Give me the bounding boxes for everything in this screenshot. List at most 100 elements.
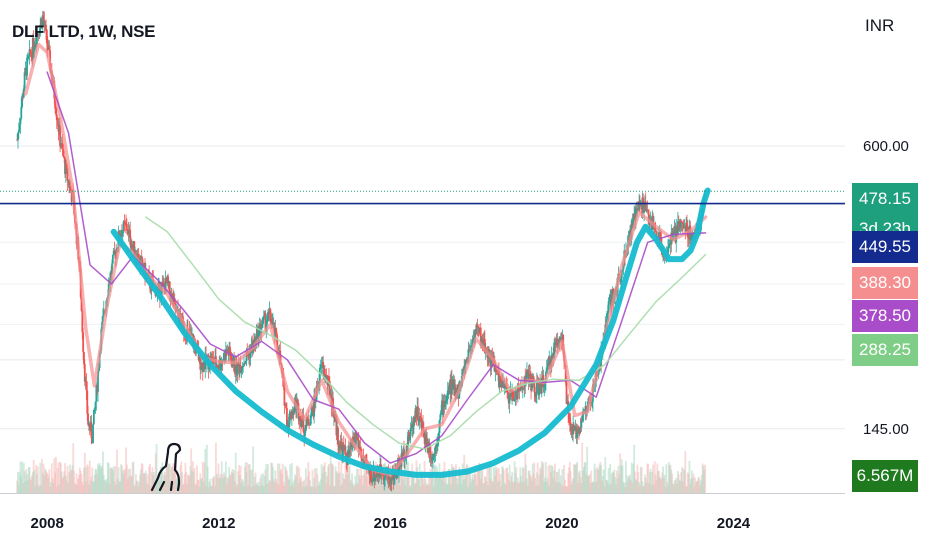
chart-title: DLF LTD, 1W, NSE [12, 22, 156, 41]
candle-body [245, 351, 248, 362]
candle-body [691, 234, 693, 239]
candle-body [291, 410, 294, 418]
candle-body [344, 446, 347, 455]
candle-body [417, 420, 420, 422]
candle-body [393, 477, 396, 481]
candle-body [548, 356, 551, 366]
volume-bar [55, 456, 57, 493]
candle-body [556, 338, 559, 348]
volume-bar [144, 470, 147, 493]
candle-body [111, 263, 113, 274]
candle-body [23, 72, 26, 89]
candle-body [526, 369, 529, 373]
candle-body [499, 376, 502, 381]
y-tick-label: 600.00 [863, 138, 909, 155]
volume-bar [449, 470, 452, 493]
volume-bar [316, 474, 319, 493]
volume-bar [213, 475, 216, 493]
volume-bar [479, 463, 481, 493]
candle-body [417, 406, 419, 421]
candle-body [636, 208, 639, 210]
candle-body [546, 363, 549, 368]
candle-body [512, 390, 514, 400]
candle-body [515, 391, 518, 399]
volume-bar [155, 443, 158, 493]
candle-body [467, 349, 470, 363]
candle-body [92, 409, 95, 425]
candle-body [652, 215, 655, 226]
candle-body [445, 400, 447, 403]
volume-bar [397, 468, 400, 493]
volume-bar [328, 464, 330, 493]
volume-bar [502, 469, 505, 493]
candle-body [442, 401, 445, 416]
candle-body [564, 365, 567, 383]
candle-body [293, 406, 296, 414]
candle-body [419, 416, 422, 418]
volume-bar [168, 463, 171, 493]
volume-bar [91, 467, 94, 493]
candle-body [255, 333, 258, 345]
candle-body [167, 276, 170, 284]
candle-body [418, 416, 421, 421]
candle-body [140, 256, 143, 259]
candle-body [296, 400, 299, 404]
candle-body [306, 416, 309, 420]
x-tick-label: 2016 [374, 515, 407, 532]
candle-body [62, 149, 65, 157]
volume-bar [102, 451, 104, 493]
volume-bar [490, 462, 493, 493]
candle-body [433, 453, 436, 455]
candle-body [229, 346, 231, 355]
volume-bar [181, 472, 184, 493]
volume-bar [466, 465, 469, 493]
volume-bar [460, 473, 462, 493]
volume-bar [303, 479, 306, 493]
volume-bar [684, 450, 687, 493]
candle-body [607, 301, 610, 312]
candle-body [239, 365, 242, 374]
candle-body [464, 361, 467, 365]
candle-body [231, 362, 234, 367]
volume-bar [563, 465, 565, 493]
candle-body [61, 143, 64, 150]
dinosaur-logo-icon [150, 442, 182, 492]
x-tick-label: 2020 [545, 515, 578, 532]
candle-body [529, 373, 532, 380]
candle-body [45, 24, 47, 30]
candle-body [654, 228, 657, 232]
candle-body [237, 362, 240, 366]
candle-body [370, 468, 372, 481]
volume-bar [304, 468, 307, 493]
volume-bar [21, 461, 24, 493]
candle-body [535, 381, 538, 394]
volume-bar [348, 463, 351, 493]
candle-body [455, 387, 457, 399]
candle-body [161, 282, 164, 286]
volume-bar [427, 474, 430, 493]
candle-body [412, 426, 414, 429]
candle-body [622, 265, 625, 270]
volume-bar [561, 468, 564, 493]
x-tick-label: 2008 [30, 515, 63, 532]
candle-body [446, 395, 448, 401]
candle-body [632, 217, 635, 229]
dinosaur-logo-icon [150, 442, 182, 492]
candle-body [597, 370, 600, 375]
candle-body [300, 421, 303, 427]
candle-body [112, 250, 115, 255]
candle-body [39, 24, 42, 34]
candle-body [92, 424, 94, 444]
candle-body [337, 444, 340, 450]
volume-bar [36, 466, 39, 493]
candle-body [359, 447, 362, 451]
candle-body [257, 328, 260, 342]
volume-bar [366, 468, 369, 493]
volume-bar [385, 470, 388, 493]
candle-body [371, 478, 374, 482]
candle-body [479, 327, 482, 346]
candle-body [580, 419, 583, 428]
candle-body [26, 56, 29, 58]
candle-body [409, 427, 412, 436]
